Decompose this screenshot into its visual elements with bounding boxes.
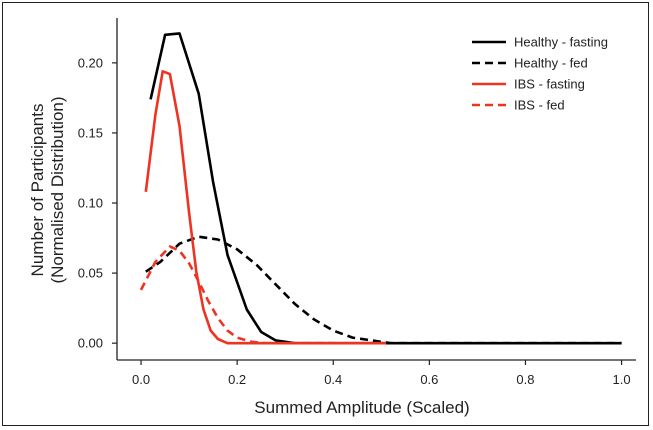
- x-tick-label: 1.0: [613, 372, 631, 387]
- series-line-1: [149, 32, 622, 345]
- y-axis-title-line-1: Number of Participants: [28, 104, 47, 277]
- y-tick-label: 0.15: [78, 125, 103, 140]
- series-line-4: [139, 245, 334, 345]
- legend: Healthy - fasting Healthy - fed IBS - fast…: [472, 35, 608, 113]
- y-tick-label: 0.20: [78, 55, 103, 70]
- x-tick-label: 0.2: [228, 372, 246, 387]
- legend-label: Healthy - fed: [514, 56, 588, 71]
- x-tick-label: 0.8: [516, 372, 534, 387]
- x-tick-label: 0.0: [132, 372, 150, 387]
- series-group: [139, 32, 622, 345]
- x-axis-title: Summed Amplitude (Scaled): [254, 398, 469, 417]
- legend-label: Healthy - fasting: [514, 35, 608, 50]
- y-tick-label: 0.05: [78, 266, 103, 281]
- figure-frame: [2, 2, 649, 426]
- x-ticks: 0.0 0.2 0.4 0.6 0.8 1.0: [132, 360, 631, 387]
- y-tick-label: 0.00: [78, 336, 103, 351]
- x-tick-label: 0.4: [324, 372, 342, 387]
- series-line-3: [144, 70, 387, 345]
- legend-label: IBS - fasting: [514, 77, 585, 92]
- y-ticks: 0.00 0.05 0.10 0.15 0.20: [78, 55, 117, 351]
- x-tick-label: 0.6: [420, 372, 438, 387]
- series-line-2: [145, 235, 622, 345]
- y-tick-label: 0.10: [78, 196, 103, 211]
- y-axis-title-line-2: (Normalised Distribution): [48, 96, 67, 283]
- legend-label: IBS - fed: [514, 98, 565, 113]
- axes: [116, 18, 636, 361]
